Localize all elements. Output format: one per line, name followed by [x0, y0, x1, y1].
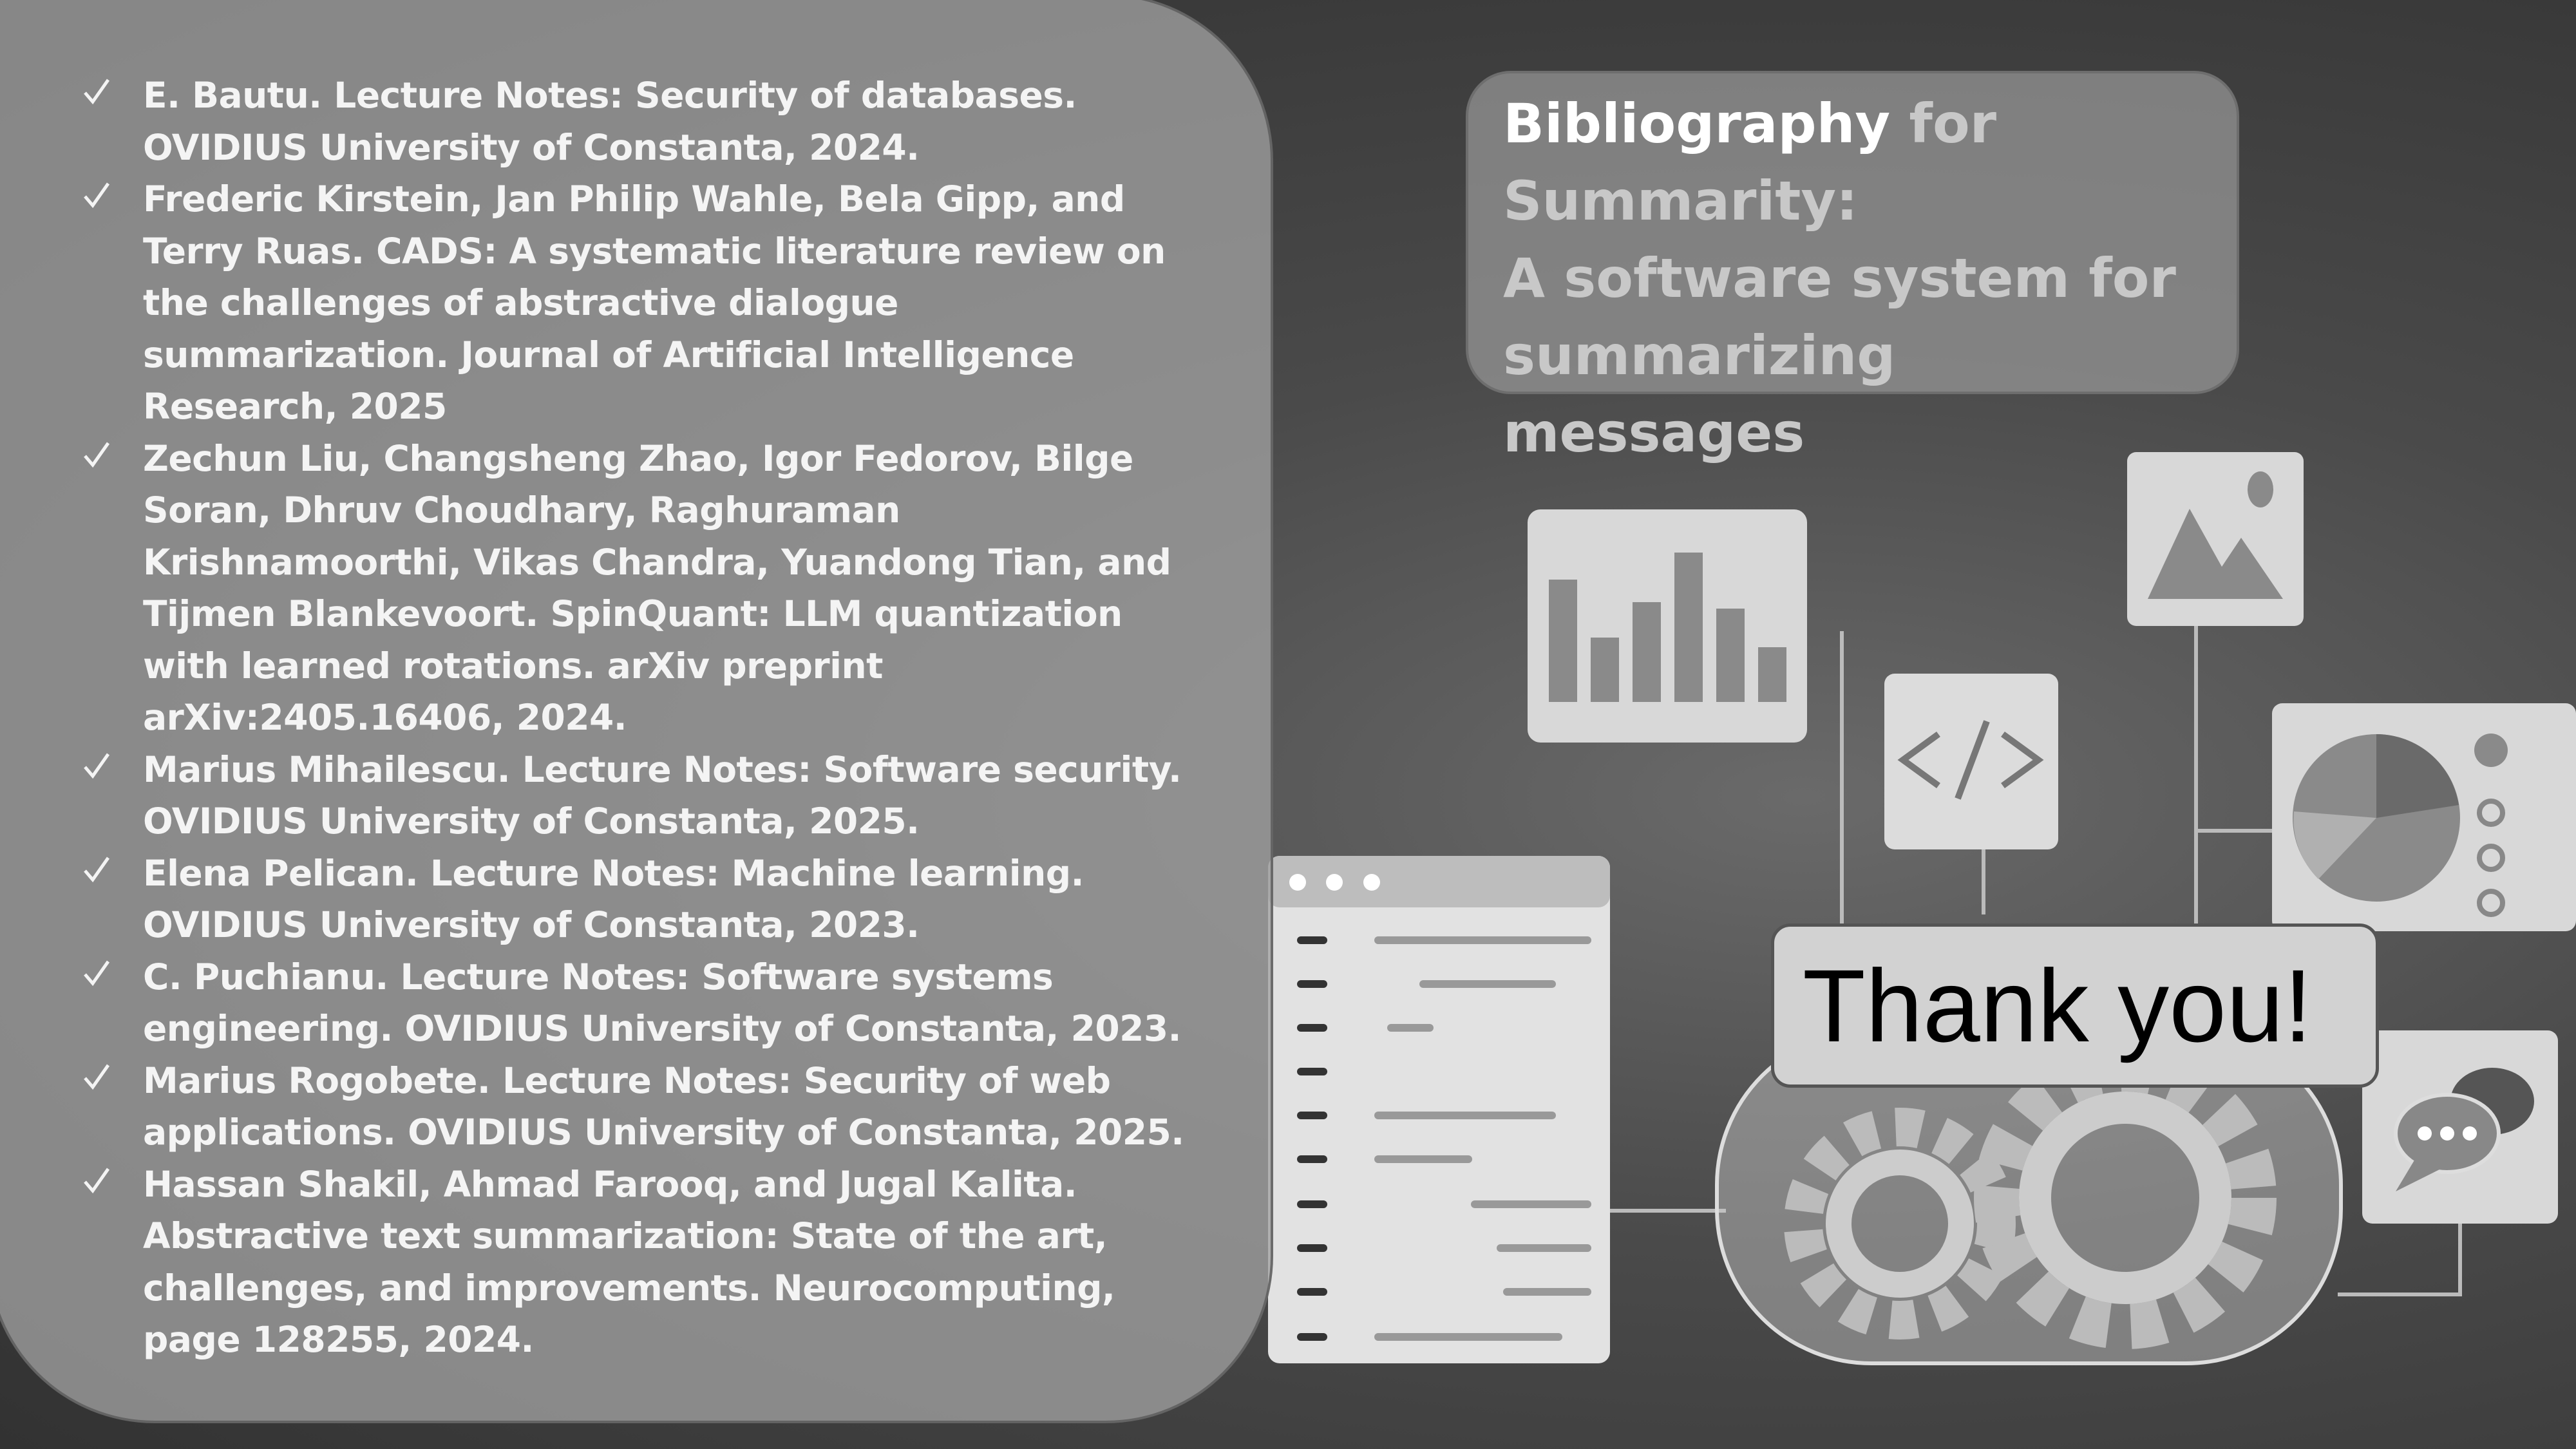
reference-text: Hassan Shakil, Ahmad Farooq, and Jugal K… — [143, 1163, 1115, 1361]
reference-text: Marius Mihailescu. Lecture Notes: Softwa… — [143, 748, 1182, 842]
reference-text: C. Puchianu. Lecture Notes: Software sys… — [143, 956, 1182, 1050]
reference-item: Marius Rogobete. Lecture Notes: Security… — [84, 1055, 1199, 1159]
check-icon — [84, 960, 110, 986]
chat-card — [2362, 1030, 2558, 1224]
check-icon — [84, 182, 110, 209]
check-icon — [84, 857, 110, 882]
reference-item: Hassan Shakil, Ahmad Farooq, and Jugal K… — [84, 1159, 1199, 1366]
reference-text: Zechun Liu, Changsheng Zhao, Igor Fedoro… — [143, 437, 1171, 739]
reference-text: Elena Pelican. Lecture Notes: Machine le… — [143, 852, 1084, 946]
reference-list: E. Bautu. Lecture Notes: Security of dat… — [84, 70, 1199, 1366]
title-box: Bibliography for Summarity: A software s… — [1466, 71, 2239, 464]
check-stroke — [84, 182, 110, 209]
reference-item: Marius Mihailescu. Lecture Notes: Softwa… — [84, 744, 1199, 848]
reference-item: Zechun Liu, Changsheng Zhao, Igor Fedoro… — [84, 433, 1199, 744]
title-rest: for Summarity: — [1503, 92, 1997, 232]
pie-card — [2272, 703, 2576, 931]
check-icon — [84, 442, 110, 468]
document-window — [1268, 856, 1610, 1363]
check-stroke — [84, 442, 110, 468]
reference-text: E. Bautu. Lecture Notes: Security of dat… — [143, 75, 1077, 168]
check-icon — [84, 1064, 110, 1090]
bar-chart-card — [1528, 509, 1807, 743]
check-stroke — [84, 960, 110, 986]
reference-item: Frederic Kirstein, Jan Philip Wahle, Bel… — [84, 173, 1199, 433]
check-stroke — [84, 1064, 110, 1090]
check-stroke — [84, 753, 110, 779]
check-stroke — [84, 1168, 110, 1193]
check-icon — [84, 753, 110, 779]
check-icon — [84, 1168, 110, 1193]
code-card — [1884, 674, 2058, 849]
reference-text: Frederic Kirstein, Jan Philip Wahle, Bel… — [143, 178, 1166, 427]
reference-text: Marius Rogobete. Lecture Notes: Security… — [143, 1059, 1184, 1153]
check-icon — [84, 79, 110, 105]
closing: Thank you! — [1771, 923, 2379, 1088]
title-highlight: Bibliography — [1503, 92, 1891, 155]
subtitle: A software system for summarizing messag… — [1503, 247, 2176, 464]
image-card — [2127, 452, 2304, 626]
references-panel — [0, 0, 1273, 1423]
reference-item: C. Puchianu. Lecture Notes: Software sys… — [84, 951, 1199, 1055]
reference-item: Elena Pelican. Lecture Notes: Machine le… — [84, 848, 1199, 951]
check-stroke — [84, 79, 110, 105]
reference-item: E. Bautu. Lecture Notes: Security of dat… — [84, 70, 1199, 173]
check-stroke — [84, 857, 110, 882]
